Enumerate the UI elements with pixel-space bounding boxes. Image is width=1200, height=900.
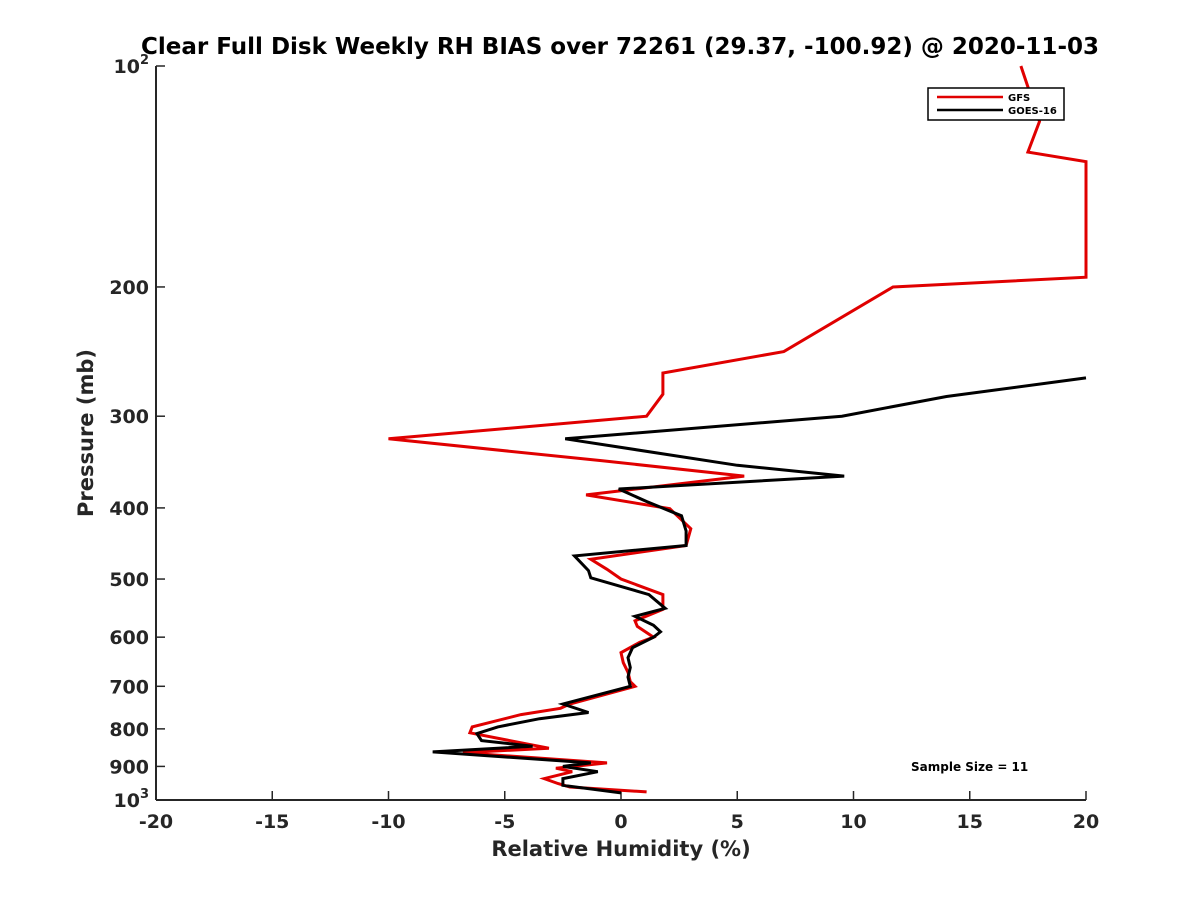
x-tick-label: 20: [1073, 811, 1099, 833]
chart-title: Clear Full Disk Weekly RH BIAS over 7226…: [141, 34, 1099, 60]
x-axis-label: Relative Humidity (%): [491, 837, 750, 861]
sample-size-annotation: Sample Size = 11: [911, 760, 1028, 774]
y-axis-ticks: 102 200 300 400 500 600 700 800 900 103: [109, 53, 165, 812]
x-tick-label: 10: [840, 811, 866, 833]
y-tick-label: 400: [109, 498, 149, 520]
plot-area: -20 -15 -10 -5 0 5 10 15 20 102 200 300 400 500 600 70…: [109, 53, 1099, 833]
x-tick-label: 15: [957, 811, 983, 833]
x-tick-label: -10: [371, 811, 405, 833]
y-tick-label: 600: [109, 627, 149, 649]
x-tick-label: 5: [731, 811, 744, 833]
series-line-goes-16: [432, 376, 1087, 795]
y-tick-label: 700: [109, 676, 149, 698]
x-tick-label: -15: [255, 811, 289, 833]
y-tick-label: 102: [114, 53, 150, 78]
y-tick-label: 500: [109, 569, 149, 591]
x-tick-label: 0: [614, 811, 627, 833]
x-tick-label: -5: [494, 811, 515, 833]
legend-box: [927, 87, 1065, 121]
y-tick-label: 800: [109, 719, 149, 741]
x-tick-label: -20: [139, 811, 173, 833]
series-line-gfs: [388, 65, 1088, 794]
x-axis-ticks: -20 -15 -10 -5 0 5 10 15 20: [139, 791, 1099, 833]
series-layer: [388, 65, 1088, 795]
y-tick-label: 900: [109, 756, 149, 778]
y-tick-label: 103: [114, 787, 150, 812]
legend-label-goes16: GOES-16: [1008, 106, 1057, 117]
legend-label-gfs: GFS: [1008, 93, 1030, 104]
legend: GFS GOES-16: [927, 87, 1065, 121]
y-tick-label: 200: [109, 277, 149, 299]
y-axis-label: Pressure (mb): [74, 349, 98, 517]
y-tick-label: 300: [109, 406, 149, 428]
